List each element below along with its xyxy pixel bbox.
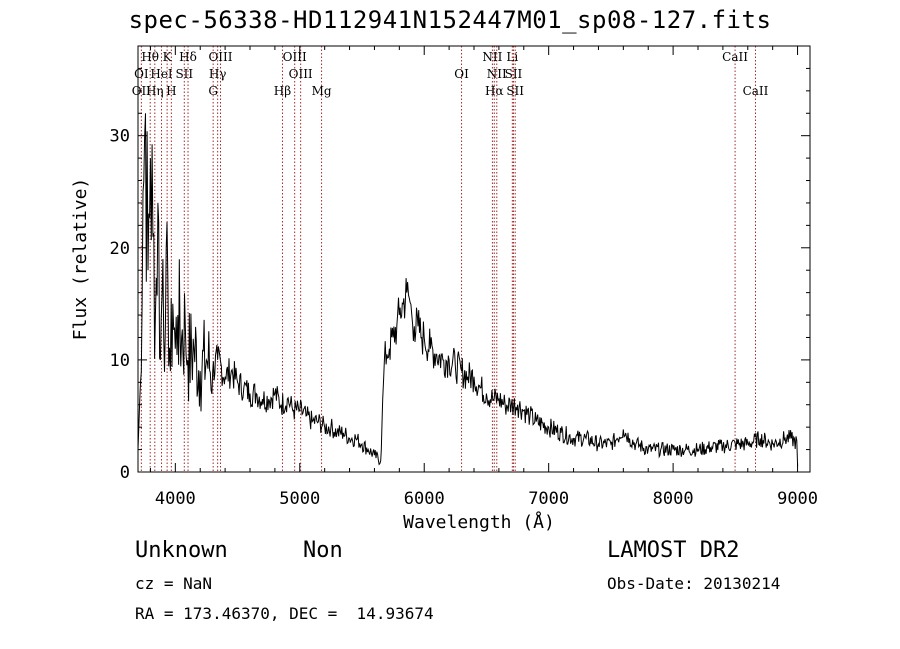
- survey-label: LAMOST DR2: [607, 538, 740, 563]
- line-id-label: OI: [454, 67, 469, 81]
- line-id-label: H: [166, 84, 176, 98]
- y-tick-label: 30: [110, 127, 130, 147]
- line-id-label: NII: [482, 50, 502, 64]
- y-tick-label: 10: [110, 351, 130, 371]
- redshift-readout: cz = NaN: [135, 574, 213, 593]
- line-id-label: SII: [506, 84, 524, 98]
- line-id-label: Li: [506, 50, 518, 64]
- y-tick-label: 0: [120, 463, 130, 483]
- line-id-label: Hβ: [274, 84, 291, 98]
- line-id-label: Hδ: [179, 50, 197, 64]
- line-id-label: NII: [487, 67, 507, 81]
- line-id-label: OIII: [289, 67, 313, 81]
- x-tick-label: 7000: [528, 489, 569, 509]
- line-id-label: Hα: [485, 84, 504, 98]
- coordinates-readout: RA = 173.46370, DEC = 14.93674: [135, 604, 434, 623]
- spectrum-line: [137, 113, 799, 467]
- line-id-label: HeI: [150, 67, 173, 81]
- x-tick-label: 8000: [653, 489, 694, 509]
- line-id-label: Hθ: [141, 50, 159, 64]
- line-id-label: SII: [505, 67, 523, 81]
- object-subclass: Non: [303, 538, 343, 563]
- line-id-label: K: [163, 50, 173, 64]
- line-id-label: CaII: [743, 84, 769, 98]
- line-id-label: OIII: [283, 50, 307, 64]
- x-tick-label: 4000: [155, 489, 196, 509]
- line-id-label: OIII: [208, 50, 232, 64]
- line-id-label: G: [208, 84, 218, 98]
- observation-date: Obs-Date: 20130214: [607, 574, 781, 593]
- y-axis-label: Flux (relative): [70, 178, 91, 341]
- chart-title: spec-56338-HD112941N152447M01_sp08-127.f…: [128, 6, 772, 34]
- line-id-label: OI: [134, 67, 149, 81]
- line-id-label: Hη: [146, 84, 164, 98]
- line-id-label: OII: [132, 84, 152, 98]
- line-id-label: Mg: [312, 84, 332, 98]
- object-class: Unknown: [135, 538, 228, 563]
- x-tick-label: 9000: [777, 489, 818, 509]
- x-axis-label: Wavelength (Å): [403, 511, 555, 533]
- y-tick-label: 20: [110, 239, 130, 259]
- line-id-label: Hγ: [209, 67, 227, 81]
- x-tick-label: 6000: [404, 489, 445, 509]
- plot-frame: [137, 45, 811, 473]
- x-tick-label: 5000: [279, 489, 320, 509]
- line-id-label: CaII: [722, 50, 748, 64]
- line-id-label: SII: [175, 67, 193, 81]
